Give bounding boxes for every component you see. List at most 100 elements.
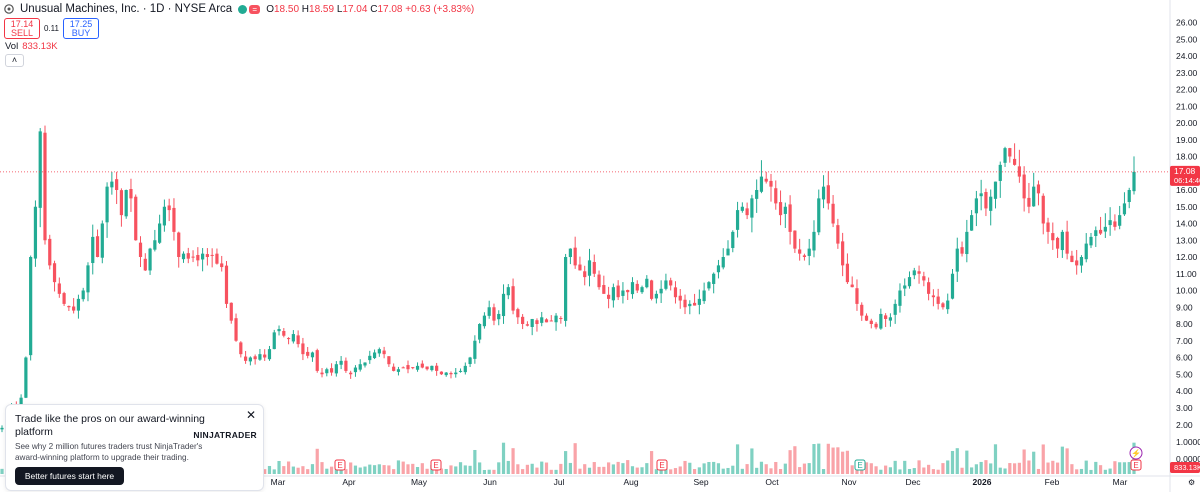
candle-body <box>263 354 267 358</box>
volume-bar <box>864 462 869 474</box>
candle-body <box>974 198 978 214</box>
candle-body <box>201 253 205 260</box>
volume-bar <box>334 468 338 474</box>
volume-bar <box>879 469 883 474</box>
volume-bar <box>616 461 620 474</box>
candle-body <box>306 351 310 356</box>
candle-body <box>1036 184 1041 194</box>
volume-bar <box>630 466 635 474</box>
candle-body <box>611 287 615 301</box>
quick-trade: 17.14 SELL 0.11 17.25 BUY <box>4 18 99 39</box>
candle-body <box>1003 148 1007 163</box>
candle-body <box>38 131 42 208</box>
price-axis-label: 13.00 <box>1176 235 1198 245</box>
candle-body <box>458 370 463 372</box>
volume-bar <box>907 468 912 474</box>
collapse-legend-button[interactable]: ˄ <box>5 54 24 67</box>
candle-body <box>946 300 950 310</box>
candle-body <box>296 335 300 345</box>
volume-bar <box>898 469 902 474</box>
volume-bar <box>793 446 797 474</box>
candle-body <box>358 364 362 370</box>
close-icon[interactable]: ✕ <box>245 408 256 422</box>
candle-body <box>215 253 219 264</box>
candle-body <box>621 290 625 296</box>
volume-bar <box>1017 462 1021 474</box>
candle-body <box>755 190 759 199</box>
volume-bar <box>826 443 830 474</box>
price-axis-label: 8.00 <box>1176 319 1193 329</box>
time-axis-label: Sep <box>693 477 708 487</box>
volume-bar <box>807 463 811 474</box>
volume-bar <box>912 468 916 474</box>
volume-bar <box>1075 469 1079 474</box>
volume-bar <box>955 448 959 474</box>
candle-body <box>210 254 214 256</box>
candle-body <box>587 260 592 276</box>
settings-icon: ⚙ <box>1188 478 1195 487</box>
sell-button[interactable]: 17.14 SELL <box>4 18 40 39</box>
candle-body <box>683 299 687 308</box>
volume-bar <box>468 465 472 474</box>
volume-bar <box>812 444 816 474</box>
ad-brand-logo: NINJATRADER <box>193 430 257 440</box>
volume-bar <box>621 463 625 474</box>
volume-bar <box>1060 446 1064 474</box>
candle-body <box>917 271 921 274</box>
ad-cta-button[interactable]: Better futures start here <box>15 467 124 485</box>
candle-body <box>1108 220 1112 226</box>
candle-body <box>821 186 826 200</box>
candle-body <box>138 242 143 257</box>
alert-badge-icon[interactable]: = <box>249 4 261 14</box>
price-axis-label: 4.00 <box>1176 386 1193 396</box>
candle-body <box>998 164 1002 181</box>
candle-body <box>606 294 611 299</box>
market-status-icon[interactable] <box>238 4 248 14</box>
candle-body <box>248 357 252 362</box>
volume-bar <box>1070 464 1074 474</box>
candle-body <box>148 248 152 271</box>
volume-bar <box>1118 462 1122 474</box>
candle-body <box>57 283 61 294</box>
volume-bar <box>511 448 515 474</box>
candle-body <box>764 178 768 182</box>
candle-body <box>774 188 778 204</box>
volume-bar <box>960 467 964 474</box>
candle-body <box>1127 190 1131 203</box>
buy-button[interactable]: 17.25 BUY <box>62 18 99 39</box>
volume-bar <box>979 461 983 474</box>
candle-body <box>392 366 396 371</box>
volume-bar <box>817 443 821 474</box>
candle-body <box>673 287 678 298</box>
volume-bar <box>392 469 396 474</box>
flash-event-icon <box>1129 446 1143 460</box>
candle-body <box>224 265 229 304</box>
candle-body <box>239 342 243 355</box>
volume-bar <box>592 462 596 474</box>
candle-body <box>616 285 620 298</box>
symbol-title[interactable]: Unusual Machines, Inc. · 1D · NYSE Arca <box>20 3 233 15</box>
time-axis-label: Dec <box>905 477 921 487</box>
volume-bar <box>635 467 639 474</box>
price-tag-value: 17.08 <box>1174 166 1196 176</box>
candle-body <box>186 253 190 259</box>
volume-bar <box>688 462 692 474</box>
price-axis-label: 12.00 <box>1176 252 1198 262</box>
volume-bar <box>798 467 802 474</box>
candle-body <box>382 350 386 355</box>
price-axis-label: 15.00 <box>1176 202 1198 212</box>
volume-bar <box>678 466 682 474</box>
volume-bar <box>344 469 348 474</box>
candle-body <box>931 295 935 298</box>
candle-body <box>377 349 381 354</box>
candle-body <box>984 192 988 209</box>
candle-body <box>898 290 902 306</box>
volume-bar <box>540 461 544 474</box>
candle-body <box>143 258 147 271</box>
price-axis-label: 0.0000 <box>1176 454 1200 464</box>
candle-body <box>578 264 582 271</box>
volume-bar <box>640 467 644 474</box>
candle-body <box>1051 233 1055 241</box>
candle-body <box>425 366 429 370</box>
